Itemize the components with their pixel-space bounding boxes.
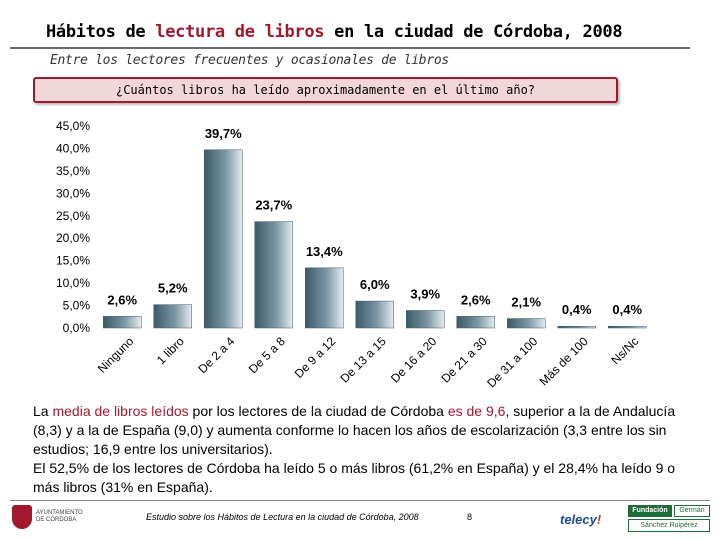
crest-icon — [12, 505, 32, 529]
footer-divider — [10, 500, 710, 501]
subtitle: Entre los lectores frecuentes y ocasiona… — [50, 53, 449, 68]
category-label: Ninguno — [95, 334, 137, 376]
y-tick-label: 45,0% — [56, 119, 90, 133]
page-title: Hábitos de lectura de libros en la ciuda… — [46, 22, 623, 42]
title-text-end: en la ciudad de Córdoba, 2008 — [324, 22, 623, 42]
category-label: De 5 a 8 — [246, 334, 288, 376]
y-tick-label: 0,0% — [63, 321, 91, 335]
y-tick-label: 35,0% — [56, 164, 90, 178]
highlight-value: es de 9,6 — [447, 403, 506, 419]
y-tick-label: 40,0% — [56, 141, 90, 155]
data-label: 5,2% — [158, 281, 188, 296]
fundacion-logo: Fundación Germán Sánchez Ruipérez — [628, 505, 710, 533]
summary-paragraph-2: El 52,5% de los lectores de Córdoba ha l… — [33, 460, 676, 495]
data-label: 0,4% — [562, 302, 592, 317]
bar-2 — [153, 304, 192, 329]
summary-text: La media de libros leídos por los lector… — [33, 402, 693, 497]
y-tick-label: 15,0% — [56, 254, 90, 268]
bar-9 — [507, 318, 546, 329]
bar-1 — [103, 316, 142, 329]
title-text: Hábitos de — [46, 22, 156, 42]
data-label: 13,4% — [306, 244, 343, 259]
chart-question: ¿Cuántos libros ha leído aproximadamente… — [33, 77, 618, 103]
bar-4 — [254, 221, 293, 329]
category-label: De 2 a 4 — [195, 334, 237, 376]
bar-11 — [608, 325, 647, 329]
category-label: Ns/Nc — [608, 334, 641, 367]
title-divider — [10, 47, 690, 49]
bar-10 — [557, 325, 596, 329]
data-label: 2,6% — [461, 292, 491, 307]
data-label: 0,4% — [612, 302, 642, 317]
data-label: 2,6% — [107, 292, 137, 307]
bar-7 — [406, 310, 445, 329]
y-tick-label: 10,0% — [56, 276, 90, 290]
bar-3 — [204, 149, 243, 329]
category-label: De 31 a 100 — [484, 334, 540, 390]
y-tick-label: 20,0% — [56, 231, 90, 245]
telecyl-logo: telecy! — [560, 512, 602, 527]
category-label: 1 libro — [154, 334, 187, 367]
data-label: 6,0% — [360, 277, 390, 292]
data-label: 23,7% — [255, 198, 292, 213]
title-highlight: lectura de libros — [155, 22, 325, 42]
ayuntamiento-logo: AYUNTAMIENTO DE CÓRDOBA — [12, 505, 83, 529]
category-label: De 21 a 30 — [438, 334, 490, 386]
page-number: 8 — [467, 512, 473, 522]
y-tick-label: 5,0% — [63, 299, 91, 313]
category-label: Más de 100 — [537, 334, 591, 388]
data-label: 3,9% — [410, 286, 440, 301]
category-label: De 9 a 12 — [292, 334, 339, 381]
y-tick-label: 25,0% — [56, 209, 90, 223]
highlight-media: media de libros leídos — [52, 403, 189, 419]
y-tick-label: 30,0% — [56, 186, 90, 200]
category-label: De 13 a 15 — [337, 334, 389, 386]
bar-8 — [456, 316, 495, 329]
bar-chart: 0,0% 5,0% 10,0% 15,0% 20,0% 25,0% 30,0% 35,0% 40… — [56, 119, 647, 390]
bar-5 — [305, 267, 344, 329]
bar-6 — [355, 300, 394, 329]
footer-note: Estudio sobre los Hábitos de Lectura en … — [146, 512, 419, 522]
category-label: De 16 a 20 — [388, 334, 440, 386]
summary-paragraph-1: La media de libros leídos por los lector… — [33, 403, 676, 457]
data-label: 2,1% — [511, 295, 541, 310]
data-label: 39,7% — [205, 126, 242, 141]
